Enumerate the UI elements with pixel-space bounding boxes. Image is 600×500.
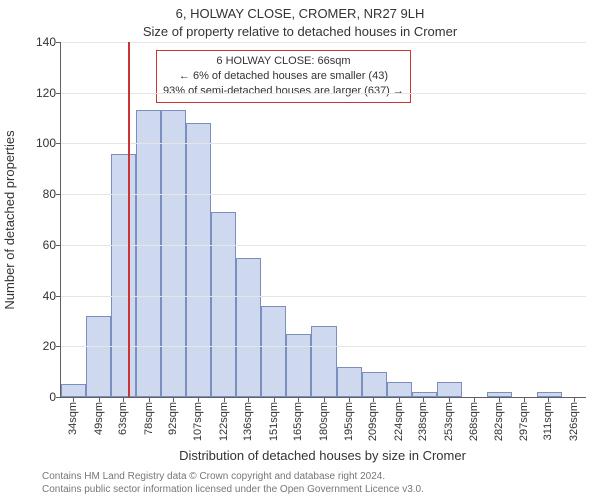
xtick-label: 122sqm: [218, 402, 230, 441]
histogram-bar: [111, 154, 136, 397]
xtick-label: 297sqm: [518, 402, 530, 441]
gridline: [61, 245, 586, 246]
ytick-label: 100: [16, 136, 56, 150]
gridline: [61, 143, 586, 144]
histogram-bar: [537, 392, 562, 397]
y-axis-label: Number of detached properties: [2, 130, 17, 309]
footer-line1: Contains HM Land Registry data © Crown c…: [42, 470, 424, 483]
ytick-mark: [56, 397, 61, 398]
ytick-mark: [56, 245, 61, 246]
xtick-label: 180sqm: [318, 402, 330, 441]
histogram-bar: [412, 392, 437, 397]
xtick-label: 151sqm: [268, 402, 280, 441]
histogram-bar: [337, 367, 362, 397]
xtick-label: 78sqm: [143, 402, 155, 435]
annotation-line: 93% of semi-detached houses are larger (…: [163, 84, 404, 99]
gridline: [61, 194, 586, 195]
histogram-bar: [286, 334, 311, 397]
xtick-label: 34sqm: [67, 402, 79, 435]
gridline: [61, 42, 586, 43]
histogram-bar: [186, 123, 211, 397]
xtick-label: 136sqm: [242, 402, 254, 441]
histogram-bar: [311, 326, 336, 397]
ytick-mark: [56, 42, 61, 43]
ytick-mark: [56, 194, 61, 195]
ytick-mark: [56, 93, 61, 94]
xtick-label: 165sqm: [292, 402, 304, 441]
ytick-label: 0: [16, 390, 56, 404]
xtick-label: 209sqm: [367, 402, 379, 441]
ytick-label: 80: [16, 187, 56, 201]
xtick-label: 107sqm: [192, 402, 204, 441]
gridline: [61, 296, 586, 297]
footer-line2: Contains public sector information licen…: [42, 483, 424, 496]
histogram-bar: [387, 382, 412, 397]
xtick-label: 63sqm: [117, 402, 129, 435]
xtick-label: 224sqm: [393, 402, 405, 441]
xtick-label: 326sqm: [568, 402, 580, 441]
ytick-mark: [56, 346, 61, 347]
histogram-bar: [236, 258, 261, 397]
chart-title-line1: 6, HOLWAY CLOSE, CROMER, NR27 9LH: [0, 6, 600, 21]
ytick-mark: [56, 143, 61, 144]
histogram-bar: [136, 110, 161, 397]
gridline: [61, 93, 586, 94]
reference-line: [128, 42, 130, 397]
annotation-line: ← 6% of detached houses are smaller (43): [163, 69, 404, 84]
histogram-bar: [61, 384, 86, 397]
ytick-label: 60: [16, 238, 56, 252]
ytick-label: 40: [16, 289, 56, 303]
histogram-bar: [86, 316, 111, 397]
annotation-box: 6 HOLWAY CLOSE: 66sqm← 6% of detached ho…: [156, 50, 411, 103]
histogram-bar: [161, 110, 186, 397]
plot-area: 6 HOLWAY CLOSE: 66sqm← 6% of detached ho…: [60, 42, 586, 398]
ytick-label: 20: [16, 339, 56, 353]
x-axis-label: Distribution of detached houses by size …: [60, 448, 585, 463]
ytick-label: 120: [16, 86, 56, 100]
xtick-label: 92sqm: [167, 402, 179, 435]
xtick-label: 238sqm: [417, 402, 429, 441]
xtick-label: 49sqm: [93, 402, 105, 435]
histogram-bar: [437, 382, 462, 397]
xtick-label: 282sqm: [493, 402, 505, 441]
chart-container: 6, HOLWAY CLOSE, CROMER, NR27 9LH Size o…: [0, 0, 600, 500]
histogram-bar: [211, 212, 236, 397]
xtick-label: 311sqm: [542, 402, 554, 440]
footer-attribution: Contains HM Land Registry data © Crown c…: [42, 470, 424, 496]
gridline: [61, 346, 586, 347]
ytick-mark: [56, 296, 61, 297]
histogram-bar: [362, 372, 387, 397]
histogram-bar: [261, 306, 286, 397]
annotation-line: 6 HOLWAY CLOSE: 66sqm: [163, 54, 404, 69]
chart-title-line2: Size of property relative to detached ho…: [0, 24, 600, 39]
xtick-label: 253sqm: [443, 402, 455, 441]
xtick-label: 268sqm: [468, 402, 480, 441]
xtick-label: 195sqm: [343, 402, 355, 441]
ytick-label: 140: [16, 35, 56, 49]
